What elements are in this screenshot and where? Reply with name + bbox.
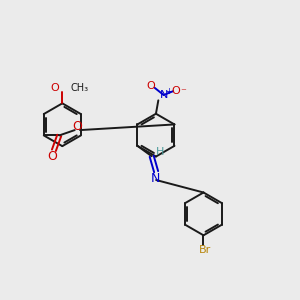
Text: O: O: [50, 83, 59, 94]
Text: O: O: [172, 85, 181, 96]
Text: ⁻: ⁻: [180, 87, 186, 97]
Text: Br: Br: [199, 245, 211, 255]
Text: H: H: [156, 147, 164, 157]
Text: O: O: [72, 120, 82, 133]
Text: CH₃: CH₃: [70, 83, 89, 94]
Text: +: +: [165, 87, 172, 96]
Text: N: N: [151, 172, 160, 185]
Text: N: N: [160, 90, 168, 100]
Text: O: O: [47, 150, 57, 163]
Text: O: O: [147, 80, 156, 91]
